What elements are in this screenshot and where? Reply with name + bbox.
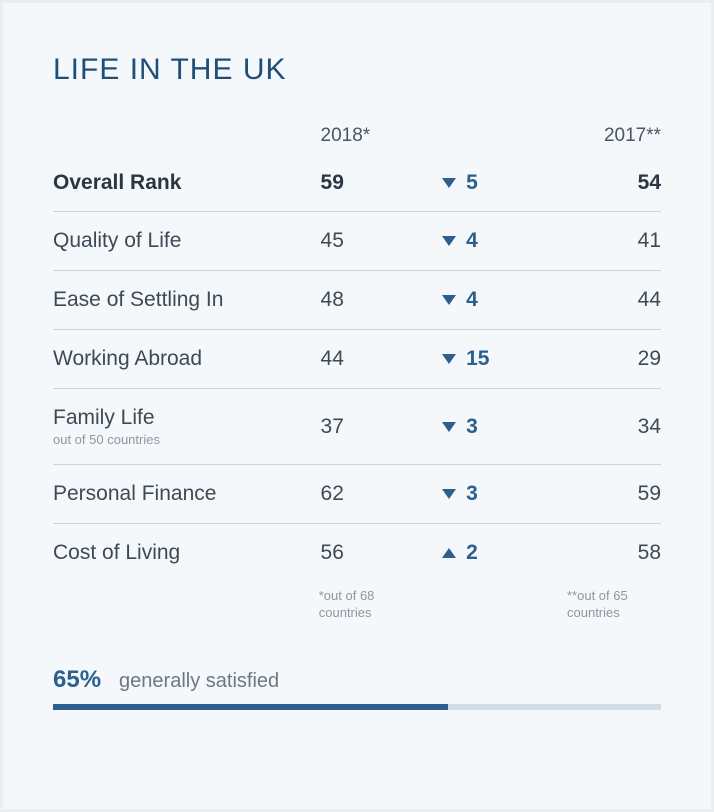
footnote-2018: *out of 68 countries	[319, 588, 409, 622]
satisfaction-label: generally satisfied	[119, 670, 279, 693]
table-row: Personal Finance62 3 59	[53, 465, 661, 524]
arrow-down-icon	[442, 422, 456, 432]
row-change: 4	[442, 212, 564, 271]
col-header-change	[442, 125, 564, 161]
footnotes: *out of 68 countries **out of 65 countri…	[53, 588, 661, 622]
row-value-2017: 54	[564, 161, 661, 212]
row-delta: 3	[466, 415, 478, 438]
row-value-2017: 59	[564, 465, 661, 524]
col-header-blank	[53, 125, 321, 161]
col-header-2018: 2018*	[321, 125, 443, 161]
row-label: Family Lifeout of 50 countries	[53, 389, 321, 465]
table-row: Working Abroad44 15 29	[53, 330, 661, 389]
arrow-down-icon	[442, 236, 456, 246]
row-change: 4	[442, 271, 564, 330]
row-value-2018: 44	[321, 330, 443, 389]
row-change: 3	[442, 389, 564, 465]
table-row: Quality of Life45 4 41	[53, 212, 661, 271]
arrow-down-icon	[442, 354, 456, 364]
satisfaction-bar-track	[53, 704, 661, 710]
row-label: Personal Finance	[53, 465, 321, 524]
row-label: Ease of Settling In	[53, 271, 321, 330]
arrow-down-icon	[442, 489, 456, 499]
row-change: 5	[442, 161, 564, 212]
row-value-2017: 58	[564, 524, 661, 583]
row-delta: 4	[466, 229, 478, 252]
row-delta: 5	[466, 171, 478, 194]
row-delta: 4	[466, 288, 478, 311]
row-value-2017: 29	[564, 330, 661, 389]
table-row: Ease of Settling In48444	[53, 271, 661, 330]
footnote-2017: **out of 65 countries	[567, 588, 657, 622]
row-label: Overall Rank	[53, 161, 321, 212]
arrow-up-icon	[442, 548, 456, 558]
row-change: 2	[442, 524, 564, 583]
table-row: Cost of Living56 2 58	[53, 524, 661, 583]
row-value-2018: 62	[321, 465, 443, 524]
col-header-2017: 2017**	[564, 125, 661, 161]
row-change: 15	[442, 330, 564, 389]
row-label: Quality of Life	[53, 212, 321, 271]
row-value-2017: 34	[564, 389, 661, 465]
row-sublabel: out of 50 countries	[53, 432, 321, 447]
row-label: Working Abroad	[53, 330, 321, 389]
row-value-2018: 37	[321, 389, 443, 465]
row-value-2018: 56	[321, 524, 443, 583]
table-row: Family Lifeout of 50 countries37 3 34	[53, 389, 661, 465]
ranking-card: LIFE IN THE UK 2018* 2017** Overall Rank…	[0, 0, 714, 812]
row-delta: 15	[466, 347, 489, 370]
row-value-2017: 41	[564, 212, 661, 271]
ranking-table: 2018* 2017** Overall Rank59554Quality of…	[53, 125, 661, 582]
row-delta: 2	[466, 541, 478, 564]
satisfaction-bar-fill	[53, 704, 448, 710]
row-value-2018: 48	[321, 271, 443, 330]
row-value-2017: 44	[564, 271, 661, 330]
row-value-2018: 45	[321, 212, 443, 271]
card-title: LIFE IN THE UK	[53, 53, 661, 87]
row-change: 3	[442, 465, 564, 524]
arrow-down-icon	[442, 178, 456, 188]
arrow-down-icon	[442, 295, 456, 305]
satisfaction-block: 65% generally satisfied	[53, 666, 661, 710]
row-delta: 3	[466, 482, 478, 505]
row-value-2018: 59	[321, 161, 443, 212]
table-row: Overall Rank59 5 54	[53, 161, 661, 212]
satisfaction-percent: 65%	[53, 666, 101, 694]
row-label: Cost of Living	[53, 524, 321, 583]
